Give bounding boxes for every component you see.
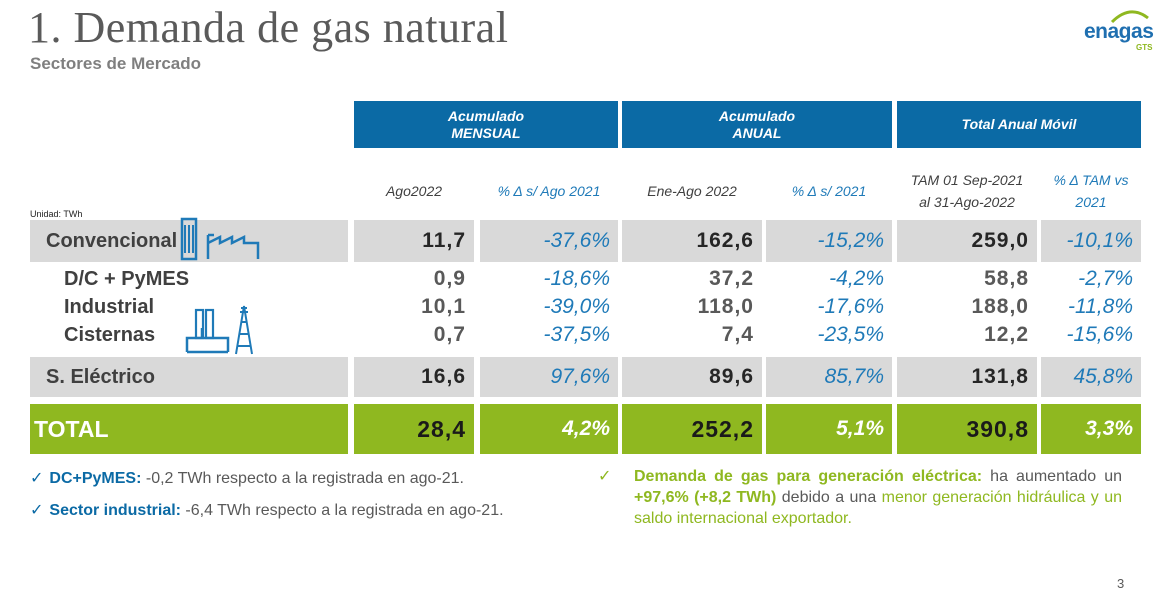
subheader-ene-ago: Ene-Ago 2022 <box>622 168 762 214</box>
cell-pct: -17,6% <box>817 295 884 318</box>
row-label-text: Convencional <box>46 229 178 252</box>
cell-pct: -15,6% <box>1066 323 1133 346</box>
factory-icon <box>180 217 260 261</box>
check-icon: ✓ <box>598 468 612 485</box>
note-text: ha aumentado un <box>982 468 1122 485</box>
subheader-text: % Δ s/ 2021 <box>791 183 867 199</box>
subheader-tam: TAM 01 Sep-2021 al 31-Ago-2022 <box>897 168 1037 214</box>
row-label-total: TOTAL <box>30 404 348 454</box>
note-bold: DC+PyMES: <box>49 470 142 487</box>
cell-pct: -37,5% <box>543 323 610 346</box>
cell-pct: -15,2% <box>766 220 892 262</box>
cell-pct: -11,8% <box>1068 295 1133 318</box>
note-text: -6,4 TWh respecto a la registrada en ago… <box>180 502 504 519</box>
subheader-text: 2021 <box>1075 194 1107 210</box>
row-label-cisternas: Cisternas <box>64 323 156 346</box>
check-icon: ✓ <box>30 470 44 487</box>
row-label-industrial: Industrial <box>64 295 155 318</box>
logo-sub: GTS <box>1136 43 1153 52</box>
cell-value: 28,4 <box>354 404 474 454</box>
header-acumulado-mensual: Acumulado MENSUAL <box>354 101 618 148</box>
cell-pct: -10,1% <box>1041 220 1141 262</box>
cell-value: 118,0 <box>697 295 754 318</box>
note-sector-industrial: ✓ Sector industrial: -6,4 TWh respecto a … <box>30 501 590 521</box>
note-bold: Sector industrial: <box>49 502 181 519</box>
page-number: 3 <box>1117 576 1125 591</box>
subheader-text: % Δ s/ Ago 2021 <box>497 183 601 199</box>
header-line: Total Anual Móvil <box>961 116 1077 132</box>
cell-pct: 3,3% <box>1041 404 1141 454</box>
note-highlight: +97,6% (+8,2 TWh) <box>634 489 777 506</box>
row-label-text: TOTAL <box>34 415 109 442</box>
note-bold: Demanda de gas para generación eléctrica… <box>634 468 983 485</box>
cell-pct: -4,2% <box>829 267 884 290</box>
cell-value: 162,6 <box>622 220 762 262</box>
subheader-text: Ago2022 <box>385 183 443 199</box>
enagas-logo: enagas GTS <box>1084 8 1156 54</box>
header-line: Acumulado <box>718 107 796 124</box>
cell-pct: -23,5% <box>817 323 884 346</box>
cell-value: 252,2 <box>622 404 762 454</box>
cell-pct: 85,7% <box>766 357 892 397</box>
note-green-text: menor generación hidráulica y un saldo i… <box>634 489 1122 527</box>
note-generacion-electrica: Demanda de gas para generación eléctrica… <box>634 466 1122 529</box>
subheader-ago2022: Ago2022 <box>354 168 474 214</box>
page-title: 1. Demanda de gas natural <box>28 3 509 52</box>
cell-pct: 5,1% <box>766 404 892 454</box>
cell-pct: -39,0% <box>543 295 610 318</box>
unit-label: Unidad: TWh <box>30 209 83 219</box>
cell-value: 390,8 <box>897 404 1037 454</box>
row-label-dc-pymes: D/C + PyMES <box>64 267 190 290</box>
check-icon: ✓ <box>30 502 44 519</box>
row-label-s-electrico: S. Eléctrico <box>30 357 348 397</box>
subheader-pct-tam: % Δ TAM vs 2021 <box>1041 168 1141 214</box>
cell-pct: 45,8% <box>1041 357 1141 397</box>
header-total-anual-movil: Total Anual Móvil <box>897 101 1141 148</box>
subheader-text: al 31-Ago-2022 <box>919 194 1015 210</box>
note-text: debido a una <box>776 489 882 506</box>
cell-value: 12,2 <box>984 323 1029 346</box>
header-acumulado-anual: Acumulado ANUAL <box>622 101 892 148</box>
cell-pct: 4,2% <box>480 404 618 454</box>
cell-value: 0,9 <box>433 267 466 290</box>
header-line: ANUAL <box>732 124 782 141</box>
cell-value: 259,0 <box>897 220 1037 262</box>
note-dc-pymes: ✓ DC+PyMES: -0,2 TWh respecto a la regist… <box>30 469 590 489</box>
subheader-text: Ene-Ago 2022 <box>647 183 737 199</box>
cell-pct: -2,7% <box>1078 267 1133 290</box>
cell-value: 37,2 <box>709 267 754 290</box>
header-line: Acumulado <box>447 107 525 124</box>
cell-value: 10,1 <box>421 295 466 318</box>
page-subtitle: Sectores de Mercado <box>30 54 202 73</box>
cell-pct: -37,6% <box>480 220 618 262</box>
cell-value: 58,8 <box>984 267 1029 290</box>
cell-pct: 97,6% <box>480 357 618 397</box>
cell-value: 89,6 <box>622 357 762 397</box>
cell-value: 16,6 <box>354 357 474 397</box>
cell-value: 131,8 <box>897 357 1037 397</box>
cell-value: 188,0 <box>971 295 1029 318</box>
logo-arc-icon <box>1110 10 1149 24</box>
subheader-text: % Δ TAM vs <box>1053 172 1129 188</box>
note-text: -0,2 TWh respecto a la registrada en ago… <box>141 470 464 487</box>
cell-value: 0,7 <box>433 323 466 346</box>
cell-pct: -18,6% <box>543 267 610 290</box>
header-line: MENSUAL <box>451 124 521 141</box>
subheader-text: TAM 01 Sep-2021 <box>910 172 1024 188</box>
logo-text: enagas <box>1084 20 1154 43</box>
power-plant-icon <box>185 305 253 355</box>
cell-value: 11,7 <box>354 220 474 262</box>
row-label-text: S. Eléctrico <box>46 365 155 388</box>
cell-value: 7,4 <box>721 323 754 346</box>
subheader-pct-2021: % Δ s/ 2021 <box>766 168 892 214</box>
subheader-pct-ago: % Δ s/ Ago 2021 <box>480 168 618 214</box>
